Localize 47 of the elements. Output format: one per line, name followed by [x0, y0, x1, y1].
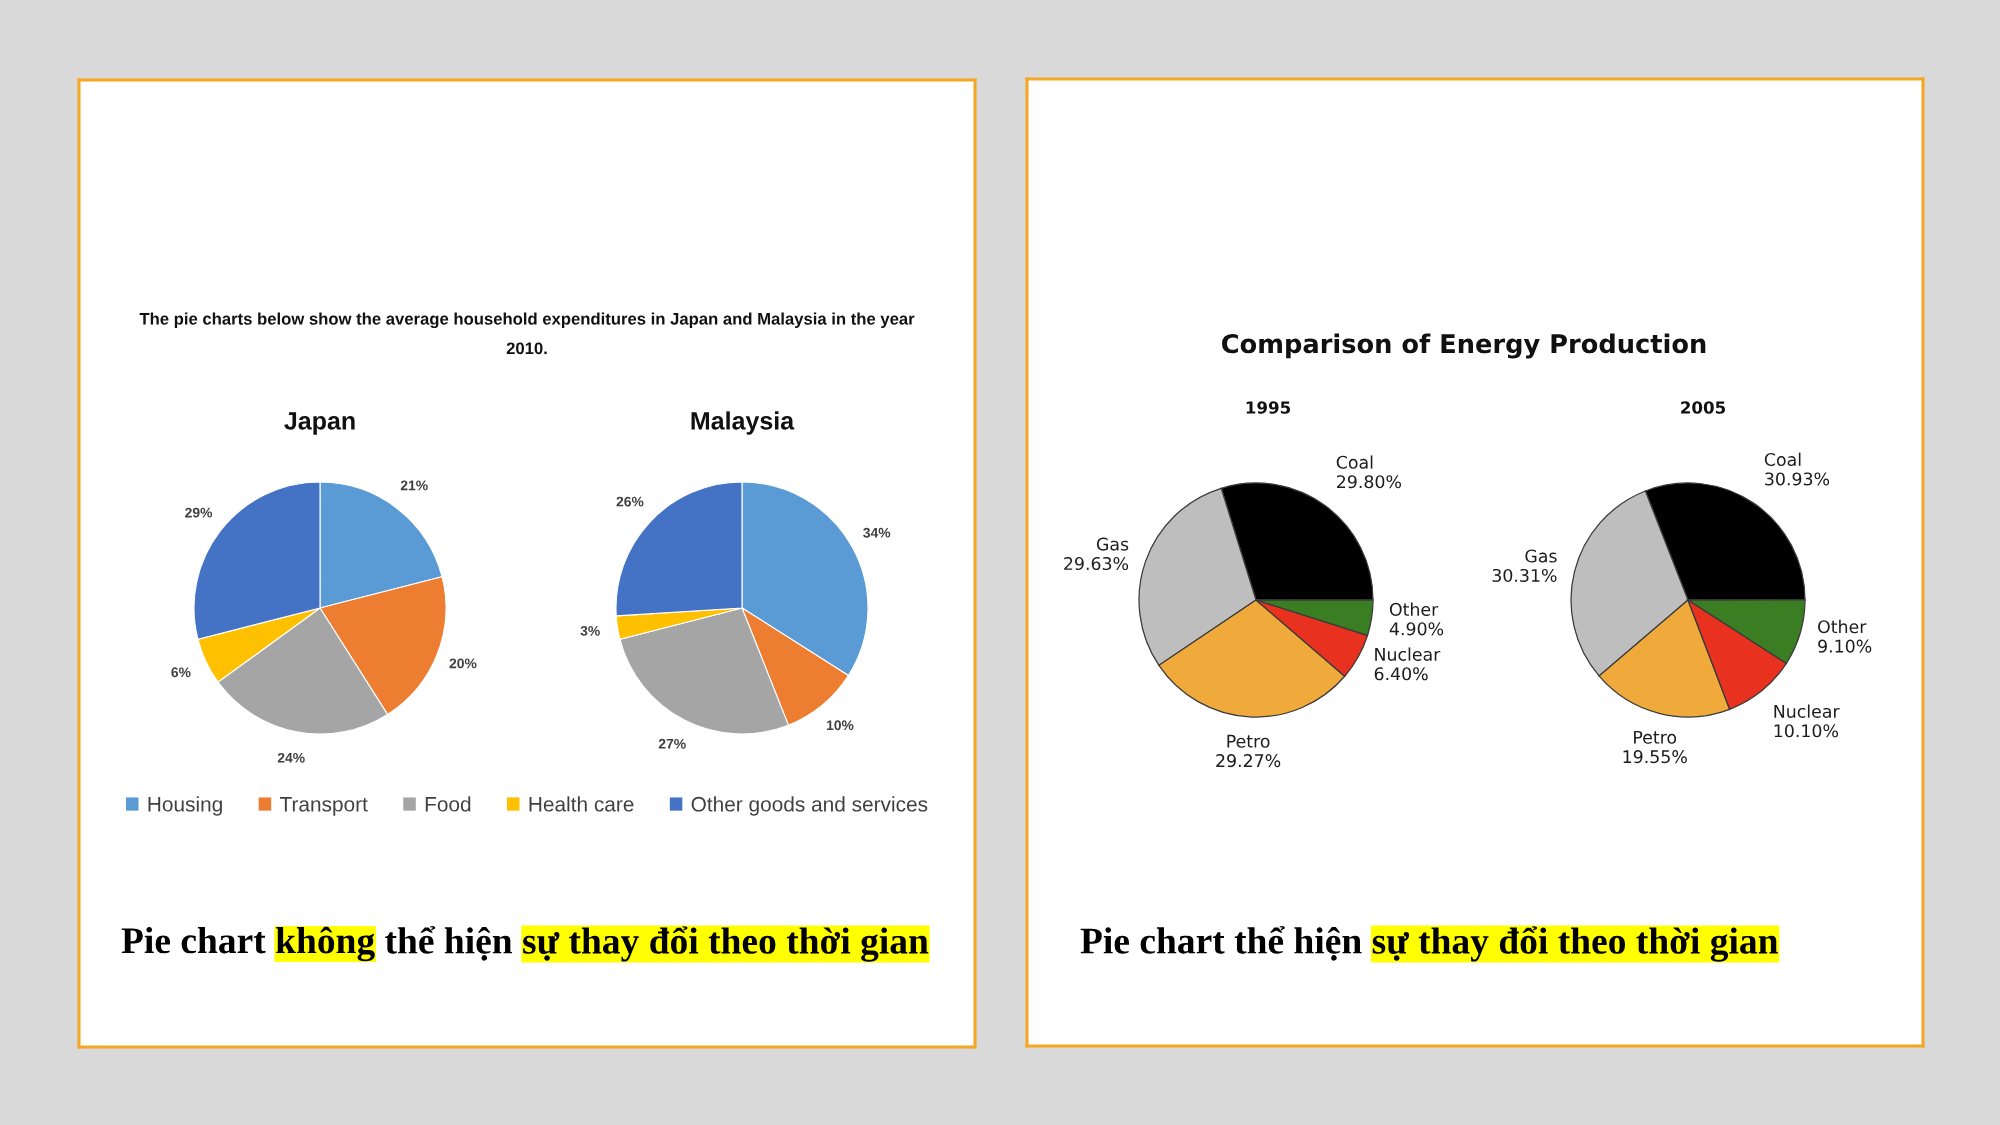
chart-title: The pie charts below show the average household expenditures in Japan and Malaysia in the year 2010. [139, 312, 915, 355]
category-label: Gas [1525, 549, 1557, 563]
text: không [276, 926, 375, 962]
data-label: 26% [616, 496, 644, 507]
chart-title: Comparison of Energy Production [1221, 333, 1706, 359]
slice-label: Nuclear [1375, 647, 1441, 661]
legend-label: Health care [529, 796, 634, 812]
slice-label: 1995 [1246, 401, 1291, 414]
data-label: 29.63% [1064, 556, 1129, 571]
data-label: 29% [185, 507, 213, 518]
slice-label: Petro [1227, 734, 1270, 748]
data-label: 30.93% [1765, 472, 1830, 486]
data-label: 34% [863, 527, 891, 538]
text: thể hiện [385, 926, 513, 961]
data-label: 19.55% [1623, 750, 1687, 764]
data-label: 24% [277, 752, 305, 763]
text: Pie chart [121, 927, 266, 954]
legend-label: Transport [279, 797, 368, 816]
category-label: Coal [1764, 452, 1801, 467]
data-label: 4.90% [1389, 622, 1444, 636]
data-label: 6.40% [1374, 667, 1428, 681]
legend-label: Housing [148, 796, 222, 816]
slice-label: Malaysia [691, 411, 795, 435]
data-label: 20% [449, 658, 477, 669]
slice-label: Japan [284, 412, 355, 435]
data-label: 29.80% [1337, 475, 1402, 489]
slice-label: Other [1389, 602, 1439, 616]
slice-label: 2005 [1681, 401, 1726, 414]
category-label: Other [1818, 619, 1867, 634]
data-label: 6% [171, 667, 191, 678]
data-label: 9.10% [1818, 639, 1872, 653]
data-label: 27% [658, 738, 686, 749]
data-label: 29.27% [1216, 754, 1281, 768]
data-label: 3% [580, 625, 600, 636]
slice-label: Gas [1096, 537, 1129, 551]
data-label: 21% [400, 480, 428, 491]
legend-label: Other goods and services [691, 796, 928, 816]
category-label: Petro [1634, 730, 1677, 744]
data-label: 10% [826, 720, 854, 731]
legend-label: Food [425, 796, 471, 812]
slice-label: Coal [1336, 455, 1373, 469]
category-label: Nuclear [1774, 704, 1840, 718]
text: sự thay đổi theo thời gian [1372, 926, 1778, 962]
text: sự thay đổi theo thời gian [523, 926, 929, 962]
data-label: 10.10% [1774, 724, 1839, 738]
data-label: 30.31% [1492, 568, 1557, 583]
text: Pie chart thể hiện [1080, 926, 1362, 961]
